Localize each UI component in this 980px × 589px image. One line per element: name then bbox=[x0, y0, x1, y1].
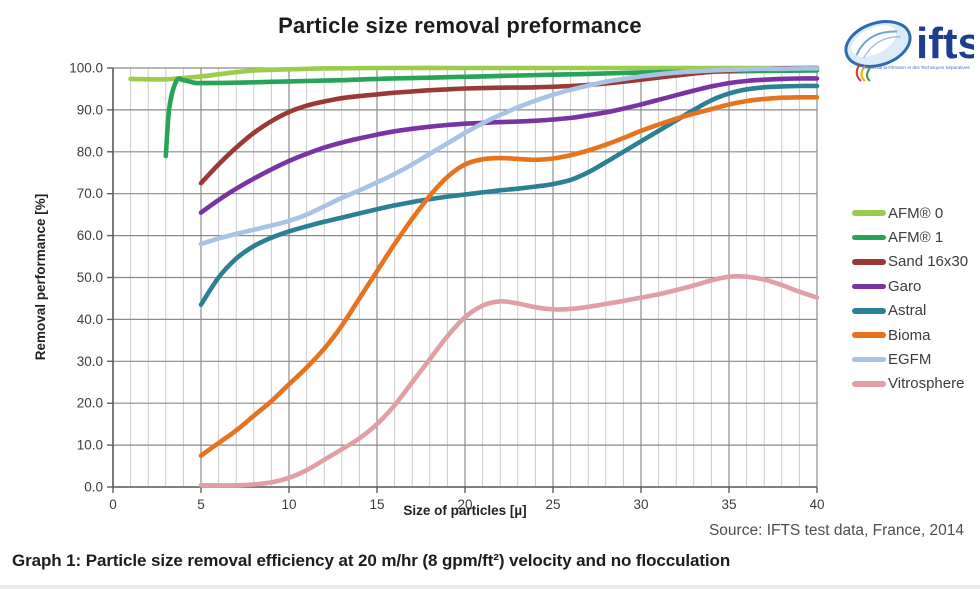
legend-label: EGFM bbox=[888, 351, 932, 369]
legend-swatch bbox=[852, 332, 886, 338]
y-tick-label: 60.0 bbox=[77, 228, 103, 243]
legend-swatch bbox=[852, 234, 886, 241]
x-tick-label: 30 bbox=[633, 497, 648, 512]
legend-swatch bbox=[852, 381, 886, 387]
y-tick-label: 30.0 bbox=[77, 354, 103, 369]
legend-label: AFM® 1 bbox=[888, 229, 944, 247]
legend-item-astral: Astral bbox=[852, 299, 968, 323]
y-tick-label: 100.0 bbox=[69, 61, 103, 76]
legend-item-sand-16x30: Sand 16x30 bbox=[852, 250, 968, 274]
source-note: Source: IFTS test data, France, 2014 bbox=[708, 522, 964, 539]
series-line-garo bbox=[198, 76, 820, 215]
legend-item-bioma: Bioma bbox=[852, 323, 968, 347]
legend-item-afm-0: AFM® 0 bbox=[852, 201, 968, 225]
page-bottom-edge bbox=[0, 585, 980, 589]
legend-label: Astral bbox=[888, 302, 927, 320]
x-tick-label: 5 bbox=[197, 497, 205, 512]
y-tick-label: 0.0 bbox=[84, 480, 103, 495]
x-axis-title: Size of particles [µ] bbox=[403, 503, 527, 518]
ifts-logo: ifts Institut de la Filtration et des Te… bbox=[844, 19, 974, 82]
x-tick-label: 35 bbox=[721, 497, 736, 512]
y-tick-label: 80.0 bbox=[77, 144, 103, 159]
y-tick-label: 20.0 bbox=[77, 396, 103, 411]
logo-text: ifts bbox=[916, 19, 974, 68]
logo-tagline: Institut de la Filtration et des Techniq… bbox=[862, 65, 970, 70]
figure-caption: Graph 1: Particle size removal efficienc… bbox=[12, 551, 731, 570]
x-tick-label: 40 bbox=[809, 497, 824, 512]
legend-label: Sand 16x30 bbox=[888, 253, 969, 271]
legend-label: Bioma bbox=[888, 326, 931, 344]
logo-stripe-red bbox=[855, 63, 862, 82]
chart-legend: AFM® 0 AFM® 1 Sand 16x30 Garo Astral Bioma EGF… bbox=[852, 201, 968, 396]
series-line-sand-16x30 bbox=[198, 65, 820, 186]
legend-label: Vitrosphere bbox=[888, 375, 965, 393]
logo-stripe-green bbox=[866, 67, 871, 82]
y-tick-label: 70.0 bbox=[77, 186, 103, 201]
legend-swatch bbox=[852, 283, 886, 290]
series-line-astral bbox=[198, 83, 820, 307]
x-tick-label: 15 bbox=[369, 497, 384, 512]
legend-item-afm-1: AFM® 1 bbox=[852, 225, 968, 249]
x-tick-label: 20 bbox=[457, 497, 472, 512]
legend-swatch bbox=[852, 210, 886, 216]
x-tick-label: 25 bbox=[545, 497, 560, 512]
y-tick-label: 90.0 bbox=[77, 102, 103, 117]
series-line-egfm bbox=[198, 66, 820, 247]
legend-label: AFM® 0 bbox=[888, 204, 944, 222]
y-tick-label: 50.0 bbox=[77, 270, 103, 285]
x-tick-label: 10 bbox=[281, 497, 296, 512]
legend-swatch bbox=[852, 308, 886, 314]
y-tick-label: 10.0 bbox=[77, 438, 103, 453]
legend-label: Garo bbox=[888, 277, 922, 295]
series-line-vitrosphere bbox=[198, 273, 820, 488]
chart-title: Particle size removal preformance bbox=[278, 13, 642, 38]
legend-swatch bbox=[852, 259, 886, 265]
logo-stripe-yellow bbox=[860, 65, 866, 82]
legend-swatch bbox=[852, 356, 886, 363]
legend-item-garo: Garo bbox=[852, 274, 968, 298]
y-tick-label: 40.0 bbox=[77, 312, 103, 327]
legend-item-vitrosphere: Vitrosphere bbox=[852, 372, 968, 396]
series-line-bioma bbox=[198, 94, 820, 458]
ifts-logo-globe bbox=[844, 20, 912, 68]
x-tick-label: 0 bbox=[109, 497, 117, 512]
legend-item-egfm: EGFM bbox=[852, 347, 968, 371]
y-axis-title: Removal performance [%] bbox=[33, 193, 48, 361]
